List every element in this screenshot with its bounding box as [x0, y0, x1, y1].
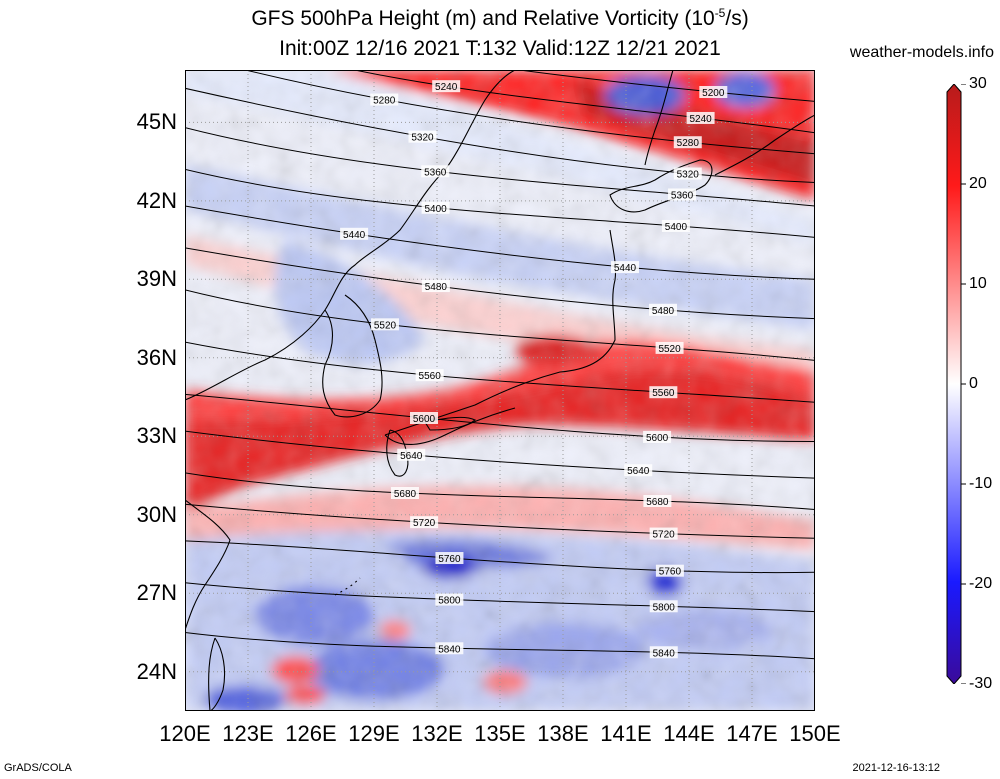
- coast-china-south: [185, 499, 231, 631]
- contour-label: 5600: [413, 414, 436, 425]
- contour-label: 5440: [614, 263, 637, 274]
- colorbar-label: -10: [969, 475, 993, 492]
- contour-label: 5240: [689, 114, 712, 125]
- coastlines: [185, 70, 815, 711]
- contour-5240: [352, 70, 815, 134]
- contour-label: 5560: [652, 388, 675, 399]
- site-label: weather-models.info: [849, 44, 994, 61]
- contour-label: 5640: [400, 451, 423, 462]
- contour-label: 5200: [702, 88, 725, 99]
- lat-label: 30N: [136, 501, 177, 527]
- contour-label: 5520: [658, 344, 681, 355]
- coast-kurils: [714, 114, 815, 176]
- contour-label: 5360: [424, 167, 447, 178]
- lon-label: 132E: [411, 721, 463, 746]
- contour-label: 5680: [646, 497, 669, 508]
- footer-right: 2021-12-16-13:12: [852, 762, 940, 774]
- contour-5320: [185, 87, 815, 183]
- coast-hokkaido: [609, 159, 713, 213]
- colorbar-label: 20: [969, 175, 987, 192]
- contour-label: 5320: [411, 133, 434, 144]
- contour-label: 5360: [671, 190, 694, 201]
- contour-label: 5680: [394, 489, 417, 500]
- lat-label: 33N: [136, 423, 177, 449]
- coast-honshu: [384, 229, 617, 446]
- coast-taiwan: [208, 637, 226, 711]
- coast-asia-mainland: [185, 70, 516, 401]
- map-plot: 5200 5240 5240 5280 5280 5320 5320 5360 5360 5400…: [185, 70, 815, 711]
- contour-5400: [185, 168, 815, 238]
- contour-label: 5640: [627, 466, 650, 477]
- colorbar-label: -30: [969, 675, 993, 692]
- lon-label: 123E: [222, 721, 274, 746]
- contour-5800: [185, 582, 815, 613]
- contour-5840: [185, 632, 815, 660]
- lon-label: 138E: [537, 721, 589, 746]
- lat-label: 36N: [136, 344, 177, 370]
- contour-label: 5600: [646, 433, 669, 444]
- lat-label: 42N: [136, 187, 177, 213]
- contour-5600: [185, 393, 815, 443]
- lat-label: 24N: [136, 658, 177, 684]
- lon-label: 126E: [285, 721, 337, 746]
- contour-5680: [185, 472, 815, 510]
- contour-5520: [185, 289, 815, 361]
- contour-label: 5480: [652, 306, 675, 317]
- contour-label: 5400: [665, 222, 688, 233]
- coast-shikoku: [424, 416, 477, 431]
- contour-label: 5400: [424, 204, 447, 215]
- contour-label: 5560: [419, 371, 442, 382]
- colorbar-label: 30: [969, 75, 987, 92]
- contour-5360: [185, 127, 815, 207]
- lon-label: 144E: [663, 721, 715, 746]
- contour-5440: [185, 205, 815, 280]
- contour-label: 5280: [373, 96, 396, 107]
- contour-labels: 5200 5240 5240 5280 5280 5320 5320 5360 5360 5400…: [340, 80, 728, 659]
- chart-title-line1: GFS 500hPa Height (m) and Relative Vorti…: [251, 6, 749, 30]
- lon-label: 135E: [474, 721, 526, 746]
- contour-label: 5760: [659, 567, 682, 578]
- colorbar-label: 10: [969, 275, 987, 292]
- lon-label: 147E: [726, 721, 778, 746]
- contour-label: 5720: [413, 518, 436, 529]
- colorbar-label: -20: [969, 575, 993, 592]
- coast-sakhalin: [644, 70, 674, 166]
- lon-label: 141E: [600, 721, 652, 746]
- contour-5560: [185, 341, 815, 403]
- contour-label: 5720: [653, 530, 676, 541]
- lat-label: 27N: [136, 580, 177, 606]
- contour-5760: [185, 540, 815, 574]
- contour-5480: [185, 247, 815, 320]
- contour-label: 5840: [438, 644, 461, 655]
- contour-label: 5280: [677, 138, 700, 149]
- contour-label: 5320: [677, 170, 700, 181]
- contour-label: 5520: [374, 320, 397, 331]
- lon-label: 120E: [159, 721, 211, 746]
- contour-label: 5800: [438, 596, 461, 607]
- contour-5720: [185, 503, 815, 539]
- plot-frame: [185, 70, 815, 711]
- contour-label: 5840: [653, 648, 676, 659]
- colorbar-label: 0: [969, 375, 978, 392]
- colorbar: [946, 84, 966, 684]
- contour-label: 5480: [425, 282, 448, 293]
- coast-kyushu: [386, 429, 409, 477]
- lon-label: 129E: [348, 721, 400, 746]
- height-contours: [185, 70, 815, 660]
- contour-label: 5240: [435, 82, 458, 93]
- contour-label: 5800: [653, 602, 676, 613]
- lat-label: 45N: [136, 109, 177, 135]
- contour-5640: [185, 430, 815, 479]
- coast-korea: [322, 294, 383, 418]
- chart-title-line2: Init:00Z 12/16 2021 T:132 Valid:12Z 12/2…: [279, 37, 721, 60]
- contour-label: 5760: [438, 554, 461, 565]
- contour-5280: [243, 70, 815, 155]
- lon-label: 150E: [789, 721, 841, 746]
- contour-label: 5440: [343, 230, 366, 241]
- footer-left: GrADS/COLA: [4, 762, 72, 774]
- lat-label: 39N: [136, 266, 177, 292]
